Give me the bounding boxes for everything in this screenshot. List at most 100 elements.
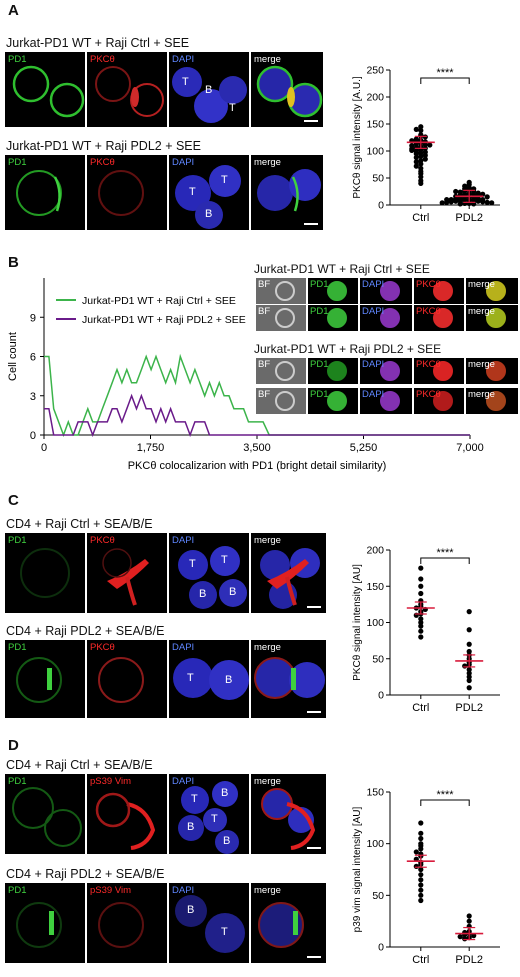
cell-label: T (229, 102, 236, 114)
scale-bar (307, 847, 321, 849)
tile-label: PD1 (310, 279, 329, 290)
x-tick-label: PDL2 (455, 212, 483, 224)
y-tick-label: 100 (366, 146, 384, 158)
data-point (422, 141, 428, 148)
data-point (418, 619, 424, 626)
data-point (418, 887, 424, 893)
data-point (444, 197, 450, 203)
significance-label: **** (436, 547, 454, 559)
data-point (462, 200, 468, 206)
data-point (418, 124, 424, 130)
data-point (457, 201, 463, 207)
data-point (480, 199, 486, 205)
y-tick-label: 250 (366, 65, 384, 77)
y-tick-label: 9 (30, 312, 36, 324)
tile-label: PD1 (8, 776, 27, 787)
y-tick-label: 0 (30, 430, 36, 442)
tile-label: PKCθ (416, 359, 441, 370)
tile-label: BF (258, 359, 271, 370)
strip-tile: merge (466, 305, 518, 331)
cell-label: T (187, 672, 194, 684)
tile-label: DAPI (362, 279, 385, 290)
tile-label: merge (468, 389, 495, 400)
data-point (466, 918, 472, 924)
data-point (489, 200, 495, 206)
series-line (44, 393, 470, 438)
image-tile-dapi: DAPI T B (169, 640, 249, 718)
y-tick-label: 0 (378, 942, 384, 954)
cell-label: B (205, 208, 213, 220)
strip-tile: BF (256, 388, 306, 414)
tile-label: merge (254, 535, 281, 546)
data-point (413, 151, 419, 157)
data-point (418, 820, 424, 826)
image-tile-dapi: DAPI T T B B (169, 533, 249, 613)
strip-tile: BF (256, 278, 306, 304)
tile-label: PKCθ (90, 54, 115, 65)
panel-a-letter: A (8, 2, 19, 19)
data-point (466, 648, 472, 655)
strip-tile: PD1 (308, 388, 358, 414)
tile-label: merge (254, 885, 281, 896)
tile-label: PKCθ (90, 535, 115, 546)
panel-b-row2-title: Jurkat-PD1 WT + Raji PDL2 + SEE (254, 342, 442, 356)
y-tick-label: 6 (30, 352, 36, 364)
tile-label: PD1 (8, 157, 27, 168)
data-point (418, 846, 424, 852)
strip-tile: merge (466, 388, 518, 414)
image-tile-pd1: PD1 (5, 774, 85, 854)
tile-label: pS39 Vim (90, 885, 132, 896)
strip-tile: PD1 (308, 305, 358, 331)
image-tile-merge: merge (251, 155, 323, 230)
tile-label: PD1 (8, 535, 27, 546)
y-tick-label: 150 (366, 581, 384, 593)
data-point (448, 199, 454, 205)
image-tile-merge: merge (251, 774, 326, 854)
tile-label: DAPI (172, 776, 195, 787)
data-point (484, 199, 490, 205)
x-tick-label: 7,000 (456, 442, 484, 454)
y-tick-label: 0 (378, 690, 384, 702)
cell-label: T (191, 793, 198, 805)
legend-label: Jurkat-PD1 WT + Raji Ctrl + SEE (82, 295, 236, 307)
data-point (418, 623, 424, 629)
strip-tile: DAPI (360, 358, 412, 384)
data-point (466, 609, 472, 615)
x-tick-label: PDL2 (455, 702, 483, 714)
x-tick-label: 3,500 (243, 442, 271, 454)
image-tile-dapi: DAPI T B T (169, 52, 249, 127)
cell-label: B (221, 787, 229, 799)
y-tick-label: 150 (366, 119, 384, 131)
panel-c-row1-title: CD4 + Raji Ctrl + SEA/B/E (6, 517, 153, 531)
y-tick-label: 3 (30, 391, 36, 403)
data-point (422, 156, 428, 162)
tile-label: PKCθ (416, 389, 441, 400)
data-point (457, 934, 463, 940)
cell-label: T (221, 926, 228, 938)
data-point (484, 194, 490, 200)
tile-label: merge (468, 359, 495, 370)
image-tile-pkc: PKCθ (87, 52, 167, 127)
image-tile-pkc: PKCθ (87, 640, 167, 718)
data-point (418, 892, 424, 898)
data-point (413, 849, 419, 855)
data-point (413, 159, 419, 165)
image-tile-merge: merge (251, 52, 323, 127)
data-point (418, 127, 424, 134)
data-point (418, 583, 424, 589)
tile-label: PD1 (310, 306, 329, 317)
image-tile-pd1: PD1 (5, 52, 85, 127)
tile-label: PKCθ (416, 279, 441, 290)
data-point (418, 576, 424, 582)
tile-label: DAPI (172, 54, 195, 65)
strip-tile: DAPI (360, 305, 412, 331)
data-point (418, 882, 424, 888)
strip-tile: PD1 (308, 278, 358, 304)
y-axis-label: p39 vim signal intensity [AU] (352, 806, 363, 932)
panel-b-letter: B (8, 254, 19, 271)
data-point (418, 161, 424, 167)
significance-label: **** (436, 67, 454, 79)
image-tile-merge: merge (251, 883, 326, 963)
image-tile-dapi: DAPI T T B (169, 155, 249, 230)
